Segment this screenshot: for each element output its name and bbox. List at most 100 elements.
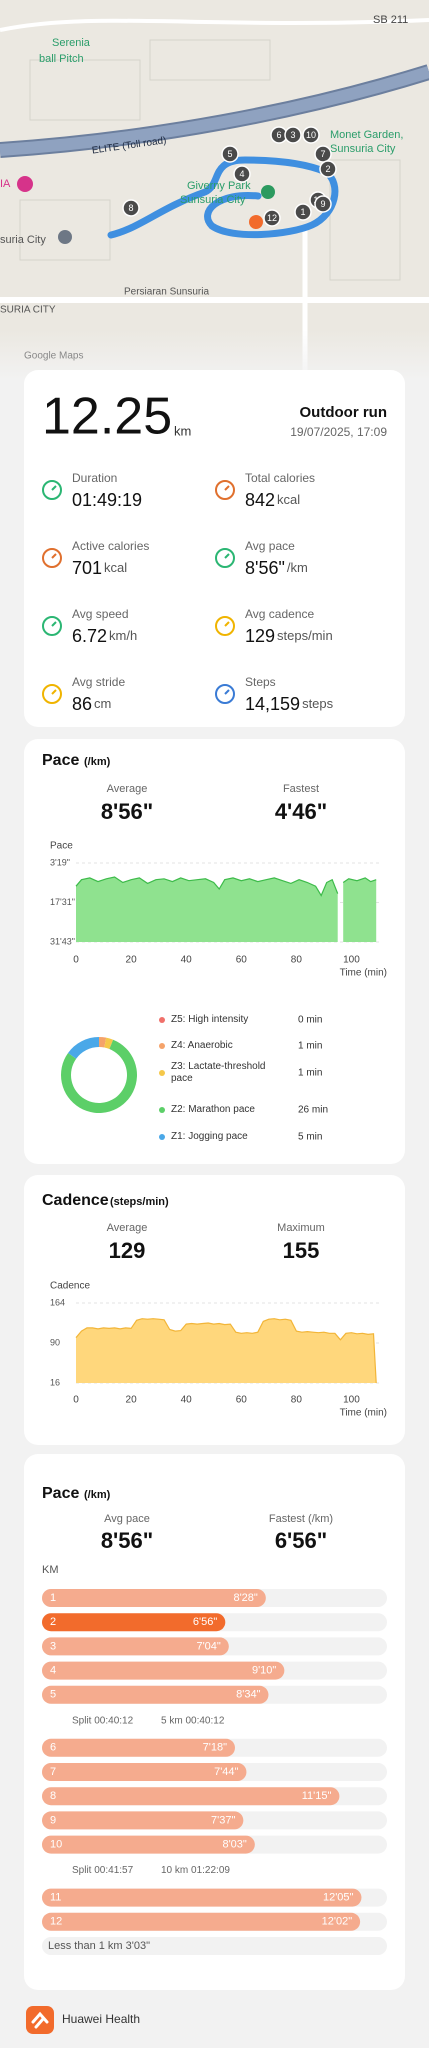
bar [42, 1787, 340, 1806]
metric-icon [42, 684, 62, 704]
value-label: 7'18" [203, 1742, 227, 1754]
km-label: 5 [50, 1689, 56, 1701]
zone-duration: 26 min [298, 1105, 328, 1116]
km-marker-label: 1 [300, 207, 305, 217]
km-marker [319, 160, 337, 178]
stat-label: Avg pace [104, 1513, 150, 1525]
metric-value: 129 steps/min [245, 626, 333, 646]
zone-duration: 1 min [298, 1068, 322, 1079]
km-label: 3 [50, 1640, 56, 1652]
km-label: 8 [50, 1790, 56, 1802]
map-block [19, 199, 111, 261]
x-tick-label: 0 [73, 1395, 79, 1406]
legend-dot [159, 1043, 165, 1049]
x-tick-label: 40 [181, 955, 193, 966]
card-unit: (/km) [84, 1489, 111, 1501]
metric-value: 6.72 km/h [72, 626, 137, 646]
x-tick-label: 60 [236, 955, 248, 966]
metric-number: 14,159 [245, 694, 300, 714]
bar [42, 1811, 244, 1830]
metric-icon [215, 616, 235, 636]
metric-value: 86 cm [72, 694, 111, 714]
map-label: ball Pitch [39, 53, 84, 65]
zone-duration: 0 min [298, 1015, 322, 1026]
map-label: suria City [0, 234, 46, 246]
km-label: 2 [50, 1616, 56, 1628]
pace-card [24, 739, 405, 1164]
metric-icon [51, 485, 57, 491]
bar [42, 1589, 266, 1607]
km-marker-label: 8 [128, 203, 133, 213]
metric-unit: steps [302, 696, 334, 711]
area-fill [76, 877, 377, 942]
metric-unit: kcal [277, 492, 300, 507]
metric-number: 86 [72, 694, 92, 714]
map-label: Monet Garden, [330, 129, 403, 141]
metric-number: 01:49:19 [72, 490, 142, 510]
km-label: 1 [50, 1592, 56, 1604]
stat-value: 129 [109, 1238, 146, 1263]
y-tick-label: 90 [50, 1337, 60, 1347]
x-tick-label: 0 [73, 955, 79, 966]
x-tick-label: 100 [343, 955, 360, 966]
y-tick-label: 16 [50, 1377, 60, 1387]
value-label: 12'05" [323, 1892, 354, 1904]
remainder-track [42, 1937, 387, 1955]
map-pin [17, 176, 33, 192]
metric-icon [224, 485, 230, 491]
app-logo-mark [31, 2011, 49, 2029]
value-label: 11'15" [302, 1790, 332, 1802]
area-fill [76, 1318, 377, 1383]
value-label: 6'56" [193, 1616, 217, 1628]
map-road [0, 18, 429, 32]
km-label: 9 [50, 1814, 56, 1826]
metric-label: Avg stride [72, 675, 125, 689]
map-block [149, 39, 271, 81]
legend-label: Z2: Marathon pace [171, 1104, 255, 1115]
map-label: Serenia [52, 37, 91, 49]
donut-segment [68, 1037, 99, 1059]
metric-unit: km/h [109, 628, 137, 643]
map-bg [0, 0, 429, 380]
value-label: 8'34" [236, 1689, 260, 1701]
bar [42, 1613, 226, 1632]
legend-label: Z3: Lactate-threshold pace [171, 1061, 266, 1084]
app-logo [26, 2006, 54, 2034]
card-title: Pace [42, 752, 79, 769]
stat-value: 155 [283, 1238, 320, 1263]
km-marker [122, 199, 140, 217]
y-tick-label: 17'31" [50, 897, 75, 907]
x-axis-label: Time (min) [340, 968, 387, 979]
km-marker [284, 126, 302, 144]
km-marker [314, 195, 332, 213]
x-tick-label: 80 [291, 955, 303, 966]
map-label: SURIA CITY [0, 305, 56, 316]
distance: 12.25 [42, 388, 172, 446]
km-marker-label: 7 [320, 149, 325, 159]
metric-label: Avg cadence [245, 607, 314, 621]
metric-number: 6.72 [72, 626, 107, 646]
km-marker [233, 165, 251, 183]
metric-value: 842 kcal [245, 490, 300, 510]
metric-label: Avg pace [245, 539, 295, 553]
metric-label: Total calories [245, 471, 315, 485]
metric-label: Avg speed [72, 607, 129, 621]
metric-icon [42, 480, 62, 500]
x-tick-label: 100 [343, 1395, 360, 1406]
metric-label: Steps [245, 675, 276, 689]
km-label: 4 [50, 1665, 56, 1677]
card-unit: (/km) [84, 756, 111, 768]
legend-label: Z4: Anaerobic [171, 1040, 233, 1051]
y-axis-label: Cadence [50, 1281, 90, 1292]
stat-label: Fastest [283, 783, 319, 795]
metric-icon [51, 689, 57, 695]
cumulative-time: 10 km 01:22:09 [161, 1865, 230, 1876]
zone-duration: 1 min [298, 1041, 322, 1052]
map-label: IA [0, 178, 11, 190]
metric-icon [42, 548, 62, 568]
metric-icon [224, 553, 230, 559]
metric-icon [224, 689, 230, 695]
stat-label: Fastest (/km) [269, 1513, 333, 1525]
map-block [329, 159, 401, 281]
